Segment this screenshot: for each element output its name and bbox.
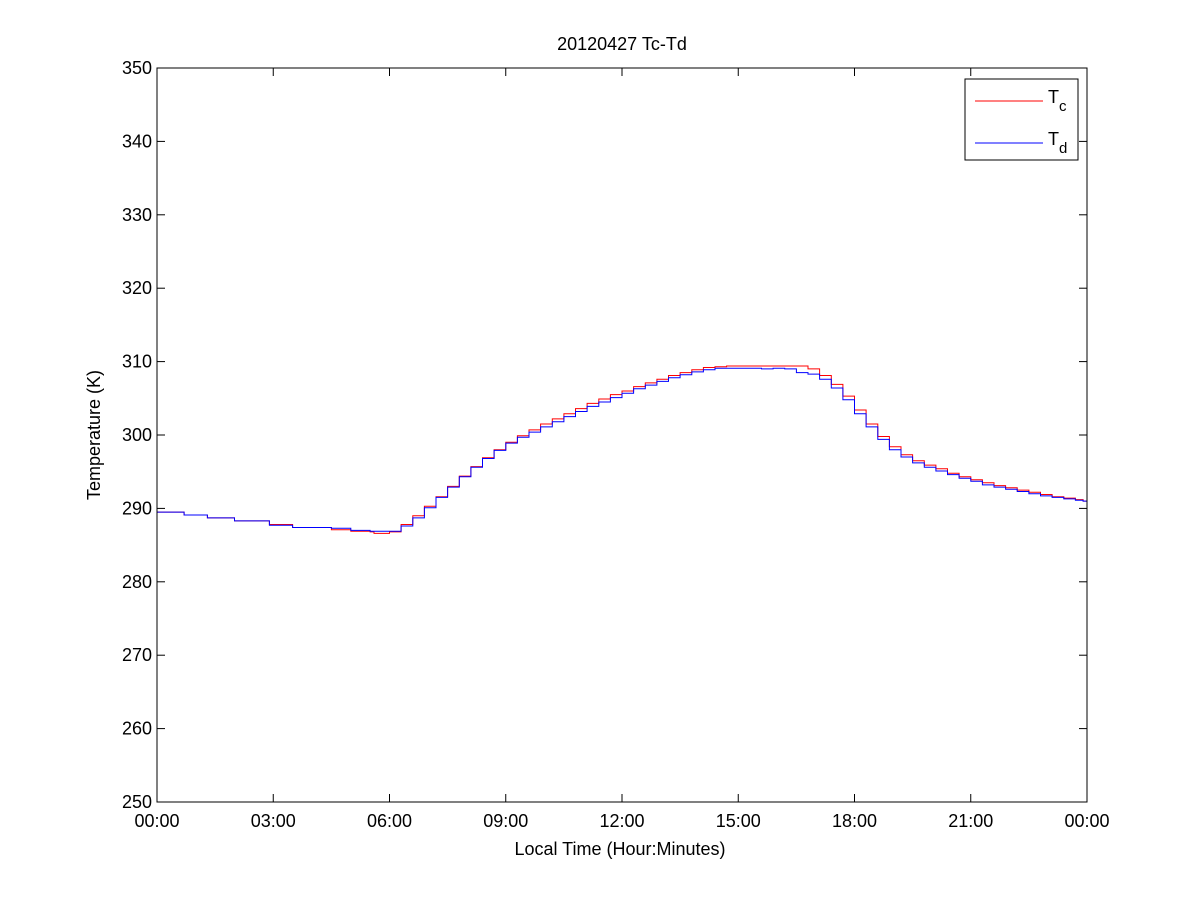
x-tick-label: 00:00 — [134, 811, 179, 831]
y-axis-label: Temperature (K) — [84, 370, 104, 500]
x-tick-label: 18:00 — [832, 811, 877, 831]
x-tick-label: 15:00 — [716, 811, 761, 831]
y-tick-label: 290 — [122, 498, 152, 518]
y-tick-label: 320 — [122, 278, 152, 298]
y-tick-label: 340 — [122, 131, 152, 151]
x-axis-label: Local Time (Hour:Minutes) — [514, 839, 725, 859]
legend-label-c: Tc — [1048, 87, 1067, 115]
y-tick-label: 310 — [122, 352, 152, 372]
legend-box — [964, 78, 1079, 161]
y-tick-label: 280 — [122, 572, 152, 592]
legend: Tc Td — [964, 78, 1079, 161]
plot-area — [157, 68, 1087, 802]
x-tick-label: 00:00 — [1064, 811, 1109, 831]
series-line-td — [157, 367, 1088, 532]
x-axis-ticks: 00:00 03:00 06:00 09:00 12:00 15:00 18:00 21:00… — [134, 68, 1110, 831]
y-tick-label: 270 — [122, 645, 152, 665]
x-tick-label: 06:00 — [367, 811, 412, 831]
x-tick-label: 03:00 — [251, 811, 296, 831]
y-tick-label: 260 — [122, 719, 152, 739]
y-tick-label: 350 — [122, 58, 152, 78]
series-layer — [157, 365, 1088, 534]
x-tick-label: 09:00 — [483, 811, 528, 831]
x-tick-label: 21:00 — [948, 811, 993, 831]
y-tick-label: 300 — [122, 425, 152, 445]
chart-title: 20120427 Tc-Td — [557, 34, 687, 54]
y-tick-label: 330 — [122, 205, 152, 225]
y-axis-ticks: 250 260 270 280 290 300 310 320 330 340 350 — [122, 58, 1087, 812]
legend-label-d: Td — [1048, 129, 1067, 157]
y-tick-label: 250 — [122, 792, 152, 812]
x-tick-label: 12:00 — [599, 811, 644, 831]
